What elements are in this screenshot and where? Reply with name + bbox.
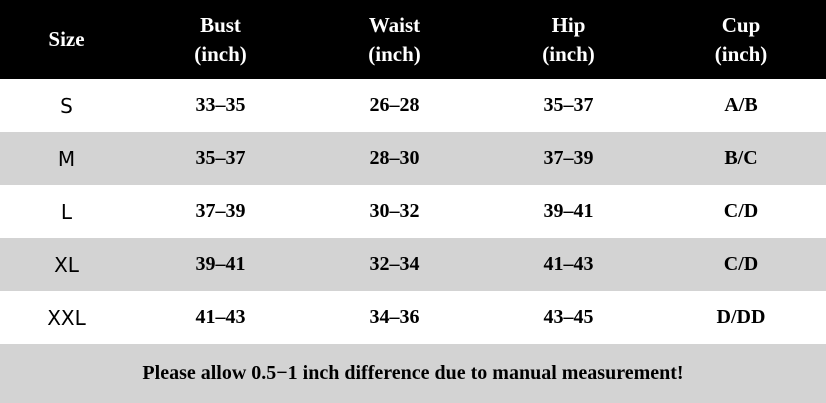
header-waist: Waist (inch) xyxy=(308,0,481,79)
size-cell: L xyxy=(60,199,73,224)
header-row: Size Bust (inch) Waist (inch) Hip (inch)… xyxy=(0,0,826,79)
hip-cell: 39–41 xyxy=(543,200,594,222)
header-waist-unit: (inch) xyxy=(368,41,421,66)
bust-cell: 33–35 xyxy=(195,94,246,116)
table-row: XXL 41–43 34–36 43–45 D/DD xyxy=(0,291,826,344)
measurement-note: Please allow 0.5−1 inch difference due t… xyxy=(0,344,826,403)
waist-cell: 26–28 xyxy=(369,94,420,116)
header-cup-unit: (inch) xyxy=(714,41,768,66)
header-cup-label: Cup xyxy=(721,12,761,37)
waist-cell: 28–30 xyxy=(369,147,420,169)
waist-cell: 34–36 xyxy=(369,306,420,328)
cup-cell: D/DD xyxy=(716,306,766,328)
size-cell: XL xyxy=(54,252,79,277)
size-cell: S xyxy=(60,93,73,118)
waist-cell: 32–34 xyxy=(369,253,420,275)
header-hip-unit: (inch) xyxy=(542,41,595,66)
header-bust-label: Bust xyxy=(200,12,241,37)
header-hip: Hip (inch) xyxy=(481,0,656,79)
header-size: Size xyxy=(0,0,133,79)
waist-cell: 30–32 xyxy=(369,200,420,222)
header-bust-unit: (inch) xyxy=(194,41,247,66)
hip-cell: 35–37 xyxy=(543,94,594,116)
table-row: XL 39–41 32–34 41–43 C/D xyxy=(0,238,826,291)
table-row: S 33–35 26–28 35–37 A/B xyxy=(0,79,826,132)
bust-cell: 39–41 xyxy=(195,253,246,275)
cup-cell: C/D xyxy=(723,200,759,222)
header-hip-label: Hip xyxy=(551,12,586,37)
bust-cell: 41–43 xyxy=(195,306,246,328)
header-cup: Cup (inch) xyxy=(656,0,826,79)
hip-cell: 41–43 xyxy=(543,253,594,275)
size-cell: M xyxy=(57,146,76,171)
header-waist-label: Waist xyxy=(368,12,421,37)
cup-cell: B/C xyxy=(724,147,758,169)
cup-cell: A/B xyxy=(724,94,758,116)
table-row: M 35–37 28–30 37–39 B/C xyxy=(0,132,826,185)
header-size-label: Size xyxy=(48,27,85,51)
header-bust: Bust (inch) xyxy=(133,0,308,79)
table-row: L 37–39 30–32 39–41 C/D xyxy=(0,185,826,238)
bust-cell: 35–37 xyxy=(195,147,246,169)
size-cell: XXL xyxy=(47,305,86,330)
bust-cell: 37–39 xyxy=(195,200,246,222)
hip-cell: 37–39 xyxy=(543,147,594,169)
cup-cell: C/D xyxy=(723,253,759,275)
hip-cell: 43–45 xyxy=(543,306,594,328)
